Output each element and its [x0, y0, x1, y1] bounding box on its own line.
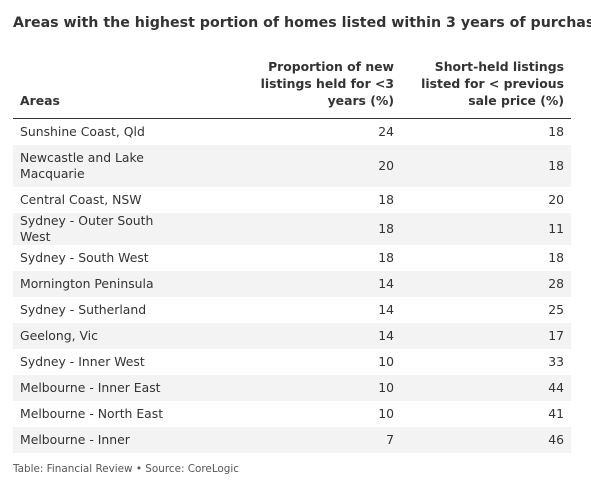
cell-below-price: 28 [401, 271, 571, 297]
cell-below-price: 25 [401, 297, 571, 323]
table-row: Newcastle and Lake Macquarie 20 18 [13, 145, 571, 187]
cell-below-price: 18 [401, 145, 571, 187]
cell-proportion: 18 [229, 245, 401, 271]
area-label: Melbourne - Inner East [20, 380, 161, 395]
cell-below-price: 11 [401, 213, 571, 245]
column-header-proportion: Proportion of new listings held for <3 y… [229, 58, 401, 119]
area-label: Sydney - Sutherland [20, 302, 147, 317]
cell-area: Central Coast, NSW [13, 187, 229, 213]
table-row: Mornington Peninsula 14 28 [13, 271, 571, 297]
area-label: Sydney - South West [20, 250, 149, 265]
cell-area: Sydney - Outer South West [13, 213, 229, 245]
cell-below-price: 46 [401, 427, 571, 453]
area-label: Newcastle and Lake Macquarie [20, 150, 144, 181]
area-label: Sydney - Inner West [20, 354, 145, 369]
cell-area: Newcastle and Lake Macquarie [13, 145, 229, 187]
area-label: Sydney - Outer South West [20, 213, 154, 244]
cell-proportion: 20 [229, 145, 401, 187]
table-row: Geelong, Vic 14 17 [13, 323, 571, 349]
table-row: Melbourne - North East 10 41 [13, 401, 571, 427]
source-footer: Table: Financial Review • Source: CoreLo… [13, 463, 239, 475]
cell-area: Melbourne - Inner East [13, 375, 229, 401]
header-row: Areas Proportion of new listings held fo… [13, 58, 571, 119]
area-label: Central Coast, NSW [20, 192, 142, 207]
table-row: Sunshine Coast, Qld 24 18 [13, 118, 571, 145]
cell-below-price: 18 [401, 245, 571, 271]
cell-proportion: 18 [229, 187, 401, 213]
table-row: Central Coast, NSW 18 20 [13, 187, 571, 213]
cell-proportion: 24 [229, 118, 401, 145]
area-label: Melbourne - North East [20, 406, 164, 421]
cell-area: Sydney - Inner West [13, 349, 229, 375]
cell-below-price: 18 [401, 118, 571, 145]
table-row: Sydney - Inner West 10 33 [13, 349, 571, 375]
cell-proportion: 14 [229, 323, 401, 349]
cell-proportion: 10 [229, 401, 401, 427]
cell-below-price: 44 [401, 375, 571, 401]
table-body: Sunshine Coast, Qld 24 18 Newcastle and Lak… [13, 118, 571, 453]
cell-area: Melbourne - Inner [13, 427, 229, 453]
cell-below-price: 41 [401, 401, 571, 427]
table-title: Areas with the highest portion of homes … [13, 15, 591, 31]
cell-area: Melbourne - North East [13, 401, 229, 427]
cell-below-price: 17 [401, 323, 571, 349]
area-label: Mornington Peninsula [20, 276, 154, 291]
cell-below-price: 20 [401, 187, 571, 213]
table-row: Sydney - Outer South West 18 11 [13, 213, 571, 245]
cell-proportion: 14 [229, 271, 401, 297]
table-row: Melbourne - Inner 7 46 [13, 427, 571, 453]
area-label: Melbourne - Inner [20, 432, 130, 447]
table-row: Sydney - South West 18 18 [13, 245, 571, 271]
cell-proportion: 10 [229, 349, 401, 375]
cell-proportion: 10 [229, 375, 401, 401]
column-header-areas: Areas [13, 58, 229, 119]
column-header-below-price: Short-held listings listed for < previou… [401, 58, 571, 119]
cell-area: Sydney - South West [13, 245, 229, 271]
cell-area: Geelong, Vic [13, 323, 229, 349]
cell-proportion: 18 [229, 213, 401, 245]
cell-area: Sydney - Sutherland [13, 297, 229, 323]
area-label: Geelong, Vic [20, 328, 98, 343]
table-row: Sydney - Sutherland 14 25 [13, 297, 571, 323]
cell-proportion: 7 [229, 427, 401, 453]
table-row: Melbourne - Inner East 10 44 [13, 375, 571, 401]
cell-area: Sunshine Coast, Qld [13, 118, 229, 145]
cell-below-price: 33 [401, 349, 571, 375]
cell-proportion: 14 [229, 297, 401, 323]
data-table: Areas Proportion of new listings held fo… [13, 58, 571, 453]
area-label: Sunshine Coast, Qld [20, 124, 145, 139]
cell-area: Mornington Peninsula [13, 271, 229, 297]
